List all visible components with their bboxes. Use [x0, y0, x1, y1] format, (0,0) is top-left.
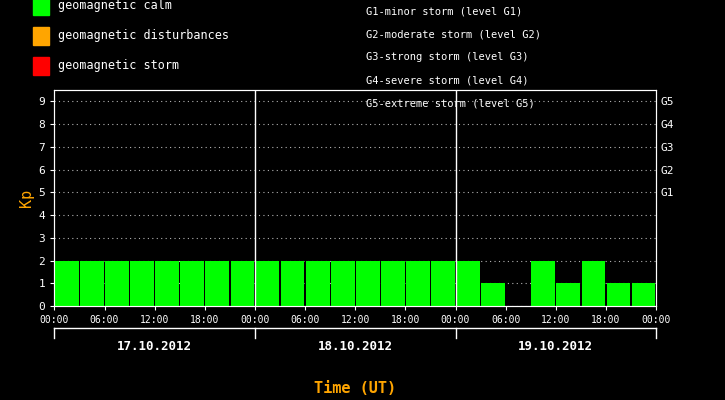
Bar	[557, 283, 580, 306]
Bar	[331, 260, 355, 306]
Text: 17.10.2012: 17.10.2012	[117, 340, 192, 353]
Text: G3-strong storm (level G3): G3-strong storm (level G3)	[366, 52, 529, 62]
Bar	[456, 260, 480, 306]
Bar	[657, 260, 681, 306]
Bar	[80, 260, 104, 306]
Bar	[381, 260, 405, 306]
Y-axis label: Kp: Kp	[20, 189, 34, 207]
Bar	[55, 260, 79, 306]
Text: G5-extreme storm (level G5): G5-extreme storm (level G5)	[366, 99, 535, 109]
Text: G2-moderate storm (level G2): G2-moderate storm (level G2)	[366, 29, 541, 39]
Bar	[181, 260, 204, 306]
Bar	[406, 260, 430, 306]
Bar	[531, 260, 555, 306]
Bar	[256, 260, 279, 306]
Bar	[105, 260, 129, 306]
Bar	[607, 283, 631, 306]
Text: 18.10.2012: 18.10.2012	[318, 340, 393, 353]
Bar	[431, 260, 455, 306]
Bar	[631, 283, 655, 306]
Bar	[130, 260, 154, 306]
Text: G4-severe storm (level G4): G4-severe storm (level G4)	[366, 76, 529, 86]
Bar	[205, 260, 229, 306]
Bar	[155, 260, 179, 306]
Text: geomagnetic storm: geomagnetic storm	[58, 60, 179, 72]
Bar	[581, 260, 605, 306]
Bar	[306, 260, 330, 306]
Text: Time (UT): Time (UT)	[314, 381, 397, 396]
Bar	[281, 260, 304, 306]
Bar	[231, 260, 254, 306]
Bar	[481, 283, 505, 306]
Text: 19.10.2012: 19.10.2012	[518, 340, 593, 353]
Text: geomagnetic calm: geomagnetic calm	[58, 0, 172, 12]
Text: geomagnetic disturbances: geomagnetic disturbances	[58, 30, 229, 42]
Text: G1-minor storm (level G1): G1-minor storm (level G1)	[366, 6, 523, 16]
Bar	[356, 260, 380, 306]
